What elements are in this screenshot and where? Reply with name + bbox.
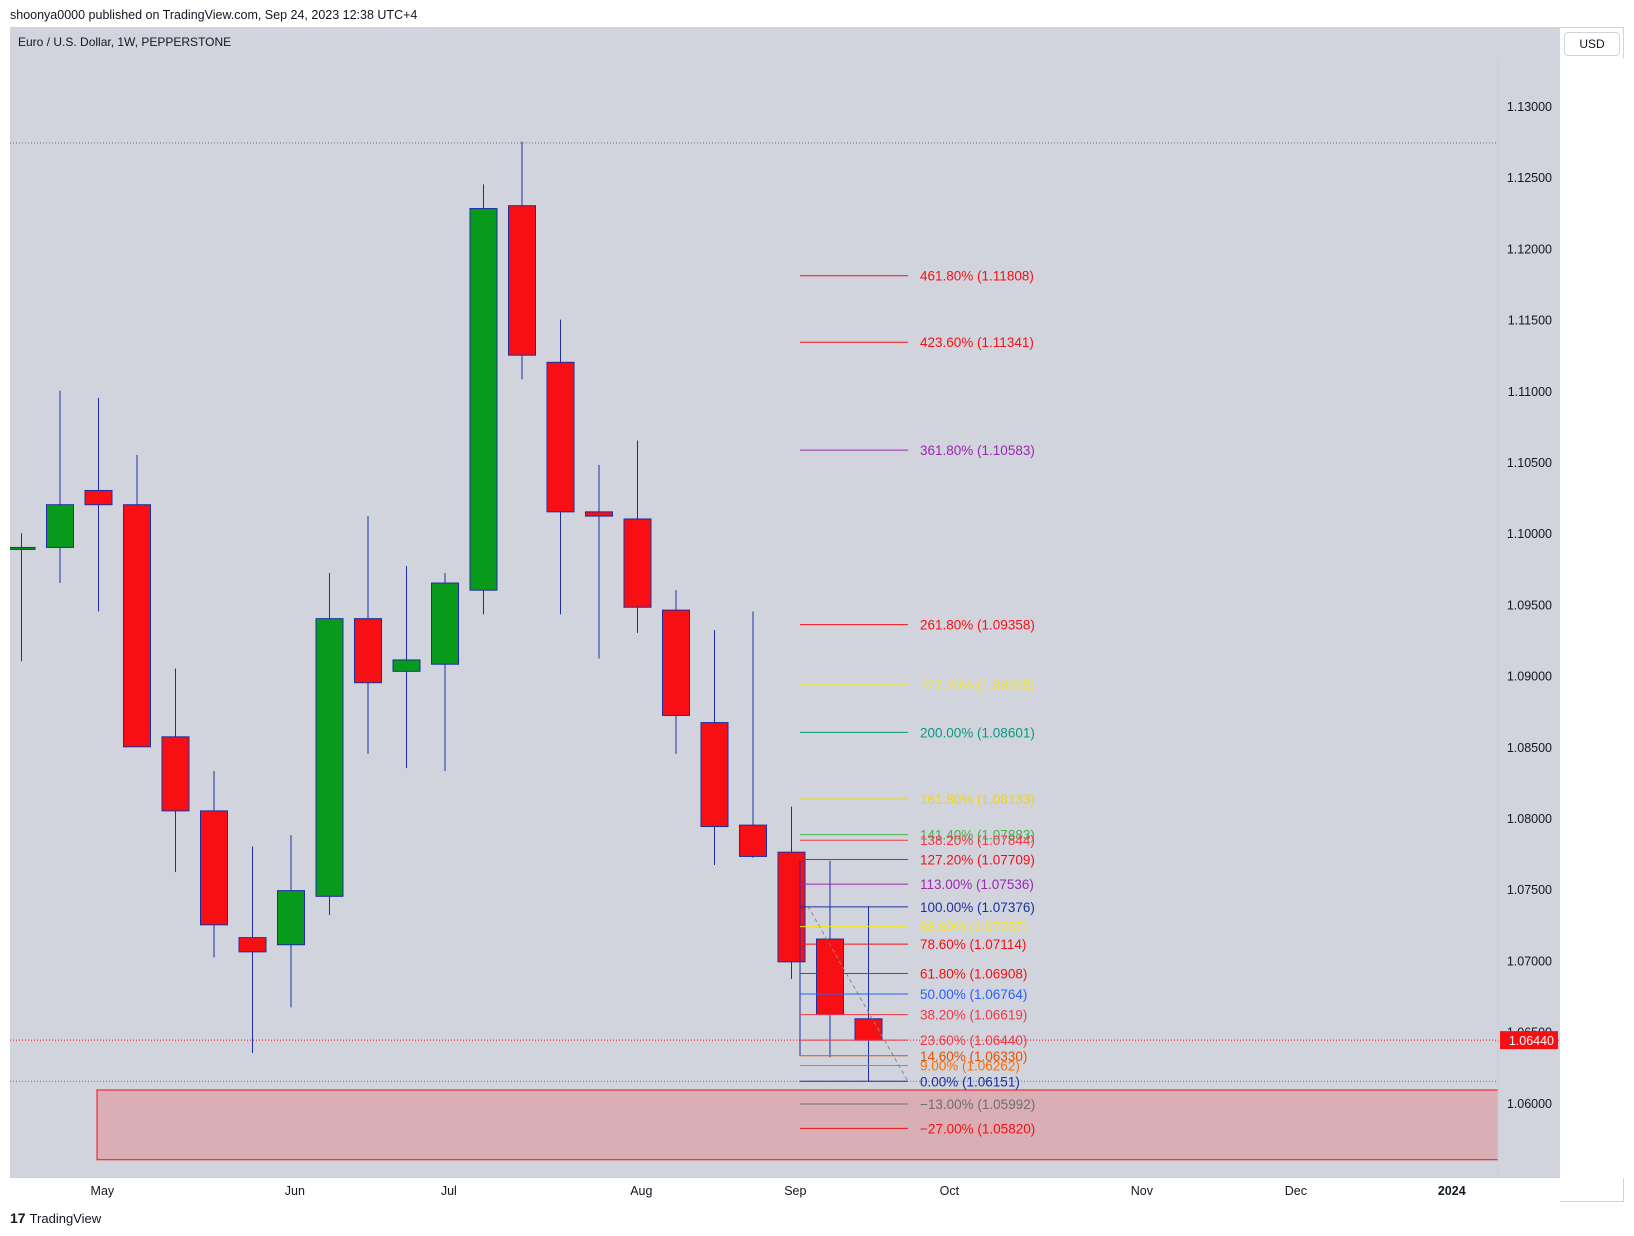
fib-level-label: 14.60% (1.06330) — [920, 1049, 1027, 1064]
bear-candle — [84, 489, 113, 506]
bull-candle — [431, 582, 459, 665]
fib-level-label: 138.20% (1.07844) — [920, 833, 1035, 848]
fib-level-label: 461.80% (1.11808) — [920, 269, 1034, 284]
bull-candle — [315, 618, 344, 897]
bear-candle — [739, 824, 767, 857]
y-tick-label: 1.08500 — [1507, 741, 1552, 755]
fib-level-label: 38.20% (1.06619) — [920, 1008, 1027, 1023]
bear-candle — [700, 722, 729, 828]
bear-candle — [546, 361, 575, 513]
x-tick-label: Oct — [940, 1184, 960, 1198]
y-tick-label: 1.10000 — [1507, 527, 1552, 541]
bear-candle — [161, 736, 190, 812]
fib-level-label: 361.80% (1.10583) — [920, 443, 1035, 458]
bull-candle — [10, 546, 36, 550]
demand-zone — [96, 1089, 1499, 1161]
fib-level-label: 127.20% (1.07709) — [920, 852, 1035, 867]
tradingview-logo-icon: 17 — [10, 1210, 26, 1226]
fib-level-label: 227.20% (1.08935) — [920, 678, 1035, 693]
fib-level-label: −27.00% (1.05820) — [920, 1121, 1035, 1136]
y-tick-label: 1.11000 — [1508, 385, 1552, 399]
fib-level-label: 23.60% (1.06440) — [920, 1033, 1027, 1048]
brand-name: TradingView — [29, 1210, 102, 1226]
current-price-text: 1.06440 — [1509, 1034, 1554, 1048]
x-tick-label: May — [91, 1184, 115, 1198]
fib-level-label: 88.60% (1.07237) — [920, 920, 1027, 935]
symbol-title: Euro / U.S. Dollar, 1W, PEPPERSTONE — [18, 35, 232, 49]
x-tick-label: Aug — [630, 1184, 652, 1198]
x-tick-label: Jun — [285, 1184, 305, 1198]
fib-level-label: 161.80% (1.08133) — [920, 792, 1035, 807]
price-scale[interactable] — [1560, 58, 1624, 1178]
y-tick-label: 1.09000 — [1507, 670, 1552, 684]
y-tick-label: 1.09500 — [1507, 598, 1552, 612]
fib-level-label: 0.00% (1.06151) — [920, 1074, 1020, 1089]
fib-level-label: −13.00% (1.05992) — [920, 1097, 1035, 1112]
x-tick-label: Sep — [784, 1184, 806, 1198]
y-tick-label: 1.11500 — [1508, 314, 1552, 328]
x-tick-label: Dec — [1285, 1184, 1307, 1198]
tradingview-brand[interactable]: 17 TradingView — [10, 1210, 101, 1226]
plot-layer: 461.80% (1.11808) 423.60% (1.11341) 361.80… — [10, 141, 1560, 1161]
bear-candle — [816, 938, 844, 1016]
y-tick-label: 1.12500 — [1507, 171, 1552, 185]
bear-candle — [662, 609, 690, 716]
bull-candle — [469, 208, 498, 591]
fib-level-label: 9.00% (1.06262) — [920, 1058, 1020, 1073]
bull-candle — [392, 659, 421, 672]
bull-candle — [277, 890, 305, 946]
bull-candle — [46, 504, 74, 548]
time-scale[interactable] — [10, 1177, 1560, 1202]
y-tick-label: 1.07500 — [1507, 883, 1552, 897]
chart-plot-area[interactable] — [10, 27, 1560, 1177]
bear-candle — [585, 511, 613, 517]
y-tick-label: 1.12000 — [1507, 242, 1552, 256]
bear-candle — [238, 937, 267, 953]
current-price-tag — [1500, 1031, 1558, 1050]
fib-level-label: 200.00% (1.08601) — [920, 725, 1035, 740]
bear-candle — [354, 618, 382, 684]
y-tick-label: 1.06000 — [1507, 1097, 1552, 1111]
fib-level-label: 78.60% (1.07114) — [920, 937, 1026, 952]
fib-level-label: 100.00% (1.07376) — [920, 900, 1035, 915]
y-tick-label: 1.10500 — [1507, 456, 1552, 470]
x-tick-label: 2024 — [1438, 1184, 1466, 1198]
fib-level-label: 113.00% (1.07536) — [920, 877, 1034, 892]
y-tick-label: 1.13000 — [1507, 100, 1552, 114]
x-tick-label: Nov — [1131, 1184, 1154, 1198]
currency-button[interactable]: USD — [1564, 32, 1620, 56]
fib-level-label: 141.40% (1.07883) — [920, 828, 1035, 843]
publisher-info: shoonya0000 published on TradingView.com… — [10, 8, 418, 22]
x-tick-label: Jul — [441, 1184, 457, 1198]
fib-level-label: 61.80% (1.06908) — [920, 967, 1027, 982]
bear-candle — [508, 205, 536, 356]
bear-candle — [123, 504, 151, 748]
fib-level-label: 50.00% (1.06764) — [920, 987, 1027, 1002]
fib-level-label: 261.80% (1.09358) — [920, 618, 1035, 633]
y-tick-label: 1.08000 — [1507, 812, 1552, 826]
bear-candle — [200, 810, 228, 926]
y-tick-label: 1.07000 — [1507, 954, 1552, 968]
bear-candle — [623, 518, 652, 608]
fib-level-label: 423.60% (1.11341) — [920, 335, 1034, 350]
